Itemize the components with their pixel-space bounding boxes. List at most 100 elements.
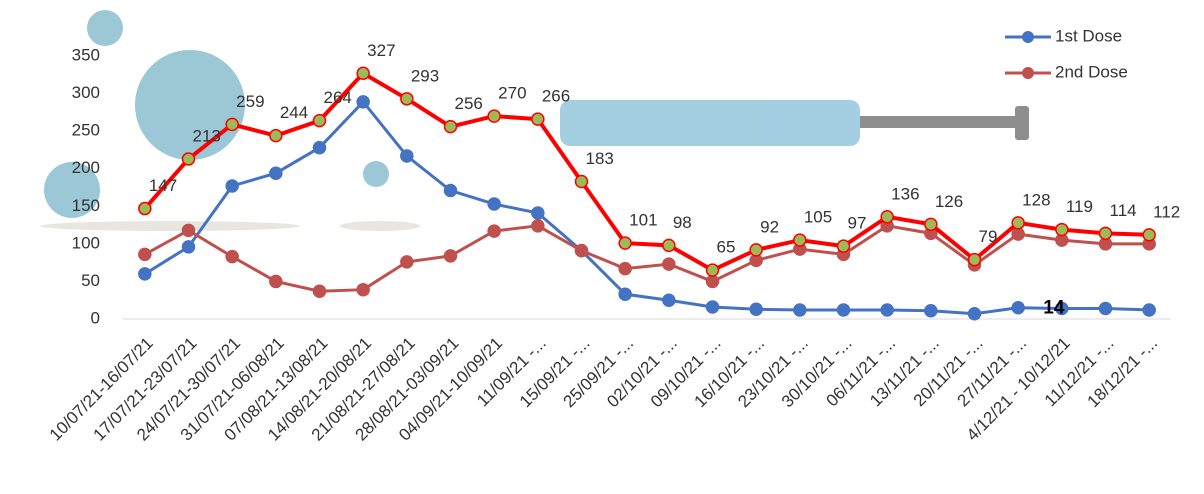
marker	[663, 258, 675, 270]
marker	[532, 207, 544, 219]
marker	[750, 244, 762, 256]
marker	[1012, 302, 1024, 314]
marker	[183, 224, 195, 236]
marker	[357, 284, 369, 296]
data-label: 256	[455, 94, 483, 113]
marker	[663, 239, 675, 251]
y-tick-label: 150	[72, 196, 100, 215]
marker	[139, 203, 151, 215]
marker	[619, 288, 631, 300]
marker	[226, 180, 238, 192]
marker	[881, 304, 893, 316]
data-label: 270	[498, 84, 526, 103]
marker	[969, 254, 981, 266]
marker	[183, 241, 195, 253]
marker	[1012, 228, 1024, 240]
data-label: 105	[804, 208, 832, 227]
marker	[270, 275, 282, 287]
data-label: 97	[848, 214, 867, 233]
marker	[445, 250, 457, 262]
marker	[925, 218, 937, 230]
marker	[314, 285, 326, 297]
data-label: 136	[891, 184, 919, 203]
data-label: 128	[1022, 190, 1050, 209]
marker	[532, 113, 544, 125]
marker	[794, 304, 806, 316]
marker	[969, 308, 981, 320]
legend-label: 1st Dose	[1055, 26, 1122, 45]
marker	[619, 237, 631, 249]
data-label: 244	[280, 103, 308, 122]
data-label: 101	[629, 211, 657, 230]
marker	[1143, 229, 1155, 241]
y-tick-label: 100	[72, 233, 100, 252]
legend-label: 2nd Dose	[1055, 62, 1128, 81]
marker	[270, 167, 282, 179]
marker	[1143, 304, 1155, 316]
data-label: 264	[324, 88, 352, 107]
marker	[357, 67, 369, 79]
marker	[881, 211, 893, 223]
marker	[707, 301, 719, 313]
marker	[401, 93, 413, 105]
data-label: 14	[1043, 297, 1065, 318]
y-tick-label: 250	[72, 121, 100, 140]
marker	[314, 142, 326, 154]
marker	[488, 225, 500, 237]
marker	[838, 240, 850, 252]
marker	[576, 245, 588, 257]
marker	[532, 220, 544, 232]
marker	[1100, 302, 1112, 314]
data-label: 293	[411, 66, 439, 85]
legend-marker	[1022, 67, 1034, 79]
marker	[139, 248, 151, 260]
marker	[925, 305, 937, 317]
y-tick-label: 200	[72, 158, 100, 177]
marker	[445, 121, 457, 133]
series-line	[145, 226, 1149, 291]
data-label: 259	[236, 92, 264, 111]
marker	[226, 251, 238, 263]
marker	[226, 118, 238, 130]
marker	[488, 198, 500, 210]
data-label: 98	[673, 213, 692, 232]
marker	[139, 268, 151, 280]
data-label: 119	[1066, 197, 1093, 216]
data-label: 327	[367, 41, 395, 60]
marker	[270, 130, 282, 142]
marker	[619, 263, 631, 275]
data-label: 266	[542, 87, 570, 106]
marker	[401, 150, 413, 162]
marker	[576, 175, 588, 187]
marker	[750, 303, 762, 315]
legend-marker	[1022, 31, 1034, 43]
data-label: 126	[935, 192, 963, 211]
data-label: 183	[586, 149, 614, 168]
marker	[663, 294, 675, 306]
data-label: 213	[193, 126, 221, 145]
marker	[707, 264, 719, 276]
y-tick-label: 50	[81, 271, 100, 290]
y-tick-label: 350	[72, 45, 100, 64]
marker	[401, 256, 413, 268]
data-label: 79	[979, 227, 998, 246]
marker	[488, 110, 500, 122]
marker	[357, 96, 369, 108]
y-tick-label: 300	[72, 83, 100, 102]
marker	[838, 304, 850, 316]
y-tick-label: 0	[91, 308, 100, 327]
marker	[707, 275, 719, 287]
data-label: 112	[1153, 202, 1180, 221]
marker	[794, 234, 806, 246]
marker	[1056, 224, 1068, 236]
data-label: 114	[1110, 201, 1137, 220]
marker	[445, 185, 457, 197]
chart: 05010015020025030035010/07/21-16/07/2117…	[0, 0, 1204, 494]
data-label: 65	[717, 238, 736, 257]
data-label: 147	[149, 176, 177, 195]
data-label: 92	[760, 217, 779, 236]
marker	[183, 153, 195, 165]
marker	[1100, 227, 1112, 239]
marker	[1012, 217, 1024, 229]
marker	[314, 115, 326, 127]
